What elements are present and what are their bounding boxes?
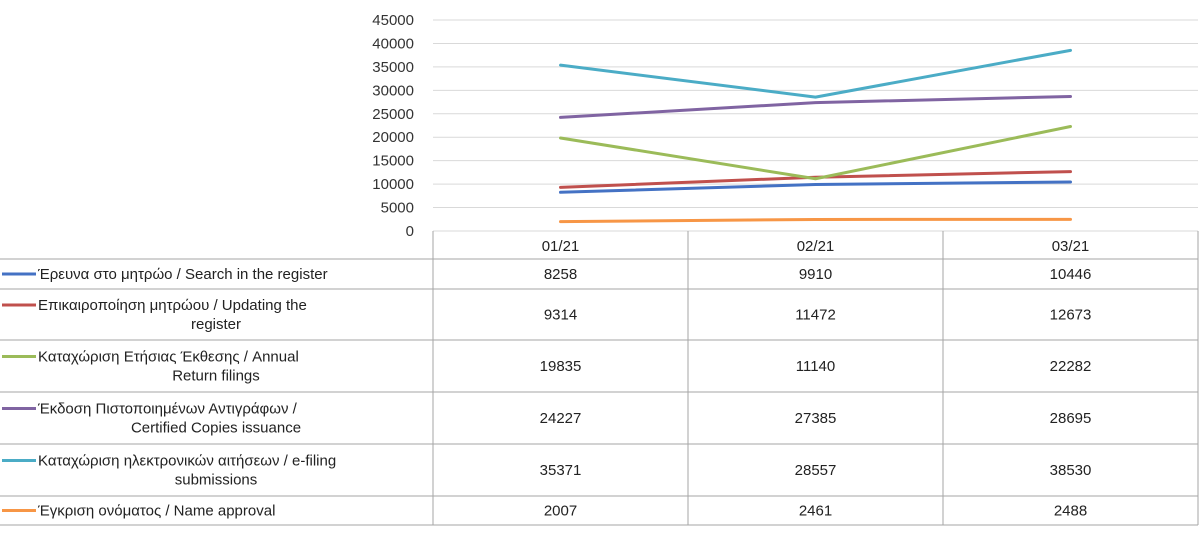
y-tick-label: 45000 [372, 12, 414, 29]
series-name-label: Έρευνα στο μητρώο / Search in the regist… [37, 266, 328, 283]
table-cell-value: 11472 [795, 307, 836, 324]
series-name-label: Certified Copies issuance [131, 420, 301, 437]
table-cell-value: 28695 [1050, 410, 1092, 427]
series-name-label: Έκδοση Πιστοποιημένων Αντιγράφων / [37, 401, 298, 418]
table-cell-value: 10446 [1050, 266, 1092, 283]
table-cell-value: 19835 [540, 358, 582, 375]
y-tick-label: 5000 [381, 200, 414, 217]
table-cell-value: 38530 [1050, 462, 1092, 479]
y-tick-label: 20000 [372, 129, 414, 146]
series-name-label: register [191, 316, 241, 333]
table-cell-value: 12673 [1050, 307, 1092, 324]
series-name-label: Επικαιροποίηση μητρώου / Updating the [38, 297, 307, 314]
y-tick-label: 25000 [372, 106, 414, 123]
table-cell-value: 2488 [1054, 503, 1087, 520]
y-tick-label: 15000 [372, 153, 414, 170]
category-label: 03/21 [1052, 238, 1090, 255]
series-name-label: Καταχώριση Ετήσιας Έκθεσης / Annual [38, 349, 299, 366]
table-cell-value: 22282 [1050, 358, 1092, 375]
table-cell-value: 9314 [544, 307, 577, 324]
series-line [559, 217, 1072, 224]
table-cell-value: 28557 [795, 462, 837, 479]
y-tick-label: 30000 [372, 82, 414, 99]
y-tick-label: 10000 [372, 176, 414, 193]
category-label: 02/21 [797, 238, 835, 255]
series-name-label: Έγκριση ονόματος / Name approval [37, 503, 275, 520]
table-cell-value: 2007 [544, 503, 577, 520]
y-tick-label: 35000 [372, 59, 414, 76]
series-name-label: Καταχώριση ηλεκτρονικών αιτήσεων / e-fil… [38, 453, 336, 470]
y-tick-label: 40000 [372, 35, 414, 52]
series-name-label: submissions [175, 472, 258, 489]
category-label: 01/21 [542, 238, 580, 255]
series-name-label: Return filings [172, 368, 260, 385]
table-cell-value: 8258 [544, 266, 577, 283]
table-cell-value: 11140 [796, 358, 836, 375]
table-cell-value: 35371 [540, 462, 582, 479]
table-cell-value: 2461 [799, 503, 832, 520]
series-line [559, 125, 1072, 181]
table-cell-value: 27385 [795, 410, 837, 427]
table-cell-value: 9910 [799, 266, 832, 283]
table-cell-value: 24227 [540, 410, 582, 427]
y-tick-label: 0 [406, 223, 414, 240]
